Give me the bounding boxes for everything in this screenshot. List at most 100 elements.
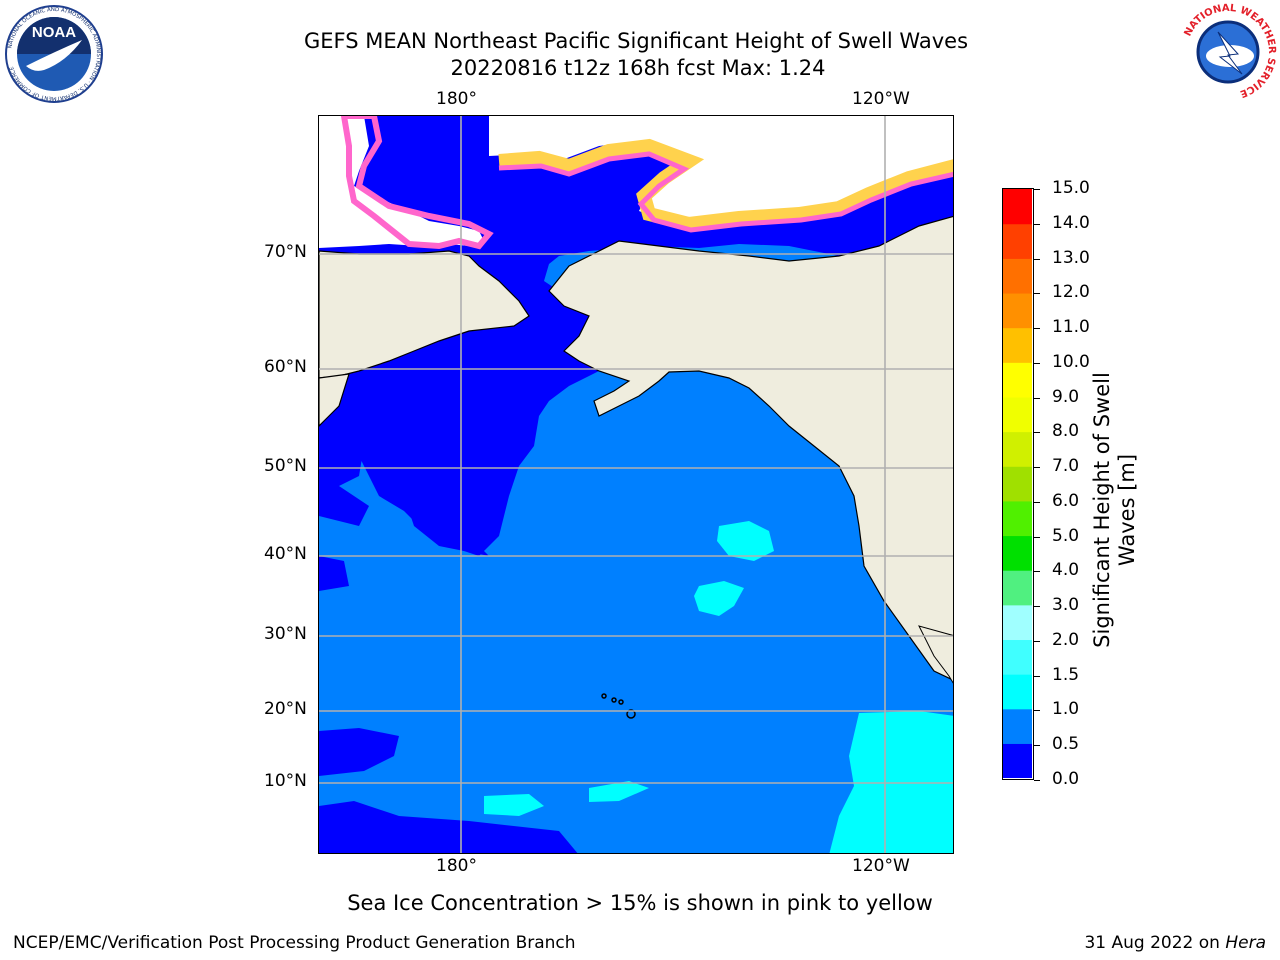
colorbar-tick-label: 9.0 — [1052, 386, 1080, 407]
colorbar-swatch — [1003, 743, 1032, 778]
lon-label-bottom-180: 180° — [436, 856, 477, 876]
colorbar-swatch — [1003, 223, 1032, 259]
colorbar-tick-label: 10.0 — [1052, 351, 1090, 372]
colorbar-tick — [1034, 189, 1040, 190]
lat-label-50n: 50°N — [264, 456, 307, 476]
low-swell-patch-west2 — [319, 556, 349, 591]
sea-ice-north — [489, 116, 953, 226]
colorbar-swatch — [1003, 189, 1032, 225]
nws-logo: NATIONAL WEATHER SERVICE — [1178, 2, 1278, 102]
colorbar-tick — [1034, 467, 1040, 469]
colorbar-tick-label: 0.0 — [1052, 769, 1080, 789]
colorbar-tick-label: 14.0 — [1052, 212, 1090, 233]
colorbar-tick — [1034, 223, 1040, 225]
high-swell-patch-3 — [484, 794, 544, 816]
footer-host: Hera — [1225, 933, 1266, 953]
colorbar-swatch — [1003, 466, 1032, 502]
chart-subtitle: 20220816 t12z 168h fcst Max: 1.24 — [450, 56, 826, 80]
high-swell-patch-1 — [717, 521, 774, 561]
colorbar-swatch — [1003, 535, 1032, 571]
land-kamchatka — [319, 373, 350, 427]
colorbar-swatch — [1003, 362, 1032, 398]
swell-height-map — [319, 116, 953, 853]
colorbar-tick-label: 1.5 — [1052, 664, 1080, 685]
noaa-logo: NOAA NATIONAL OCEANIC AND ATMOSPHERIC AD… — [4, 4, 104, 104]
colorbar-tick-label: 8.0 — [1052, 421, 1080, 442]
colorbar-tick — [1034, 745, 1040, 747]
chart-title: GEFS MEAN Northeast Pacific Significant … — [303, 29, 969, 53]
footer-date: 31 Aug 2022 on Hera — [1084, 933, 1266, 953]
hawaii-islands — [601, 693, 636, 719]
colorbar-tick-label: 0.5 — [1052, 734, 1080, 755]
lat-label-30n: 30°N — [264, 624, 307, 644]
colorbar-swatch — [1003, 396, 1032, 433]
high-swell-patch-4 — [589, 781, 649, 802]
colorbar-tick-label: 7.0 — [1052, 456, 1080, 477]
colorbar-swatch — [1003, 708, 1032, 744]
low-swell-patch-west — [319, 416, 369, 526]
colorbar-swatch — [1003, 674, 1032, 710]
sea-ice-edge-north-yellow — [498, 138, 953, 232]
colorbar-tick — [1034, 571, 1040, 573]
high-swell-patch-2 — [694, 581, 744, 616]
colorbar-tick-label: 4.0 — [1052, 560, 1080, 581]
colorbar-swatch — [1003, 292, 1032, 329]
noaa-logo-text: NOAA — [32, 24, 76, 41]
colorbar-tick — [1034, 606, 1040, 608]
colorbar-tick — [1034, 328, 1040, 330]
footer-date-text: 31 Aug 2022 on — [1084, 933, 1226, 953]
colorbar-tick — [1034, 640, 1040, 642]
land-siberia — [319, 250, 530, 379]
lon-label-bottom-120w: 120°W — [852, 856, 910, 876]
land-north-america — [548, 215, 953, 681]
low-swell-patch-mid — [409, 511, 489, 556]
colorbar-swatch — [1003, 570, 1032, 606]
colorbar-tick-label: 5.0 — [1052, 525, 1080, 546]
colorbar-swatch — [1003, 258, 1032, 294]
sea-ice-west — [319, 116, 484, 248]
colorbar-swatch — [1003, 431, 1032, 467]
sea-ice-edge-north-pink — [498, 151, 953, 233]
colorbar-tick-label: 1.0 — [1052, 699, 1080, 720]
lat-label-20n: 20°N — [264, 699, 307, 719]
map-panel — [318, 115, 954, 854]
colorbar-tick — [1034, 397, 1040, 399]
colorbar-title-line2: Waves [m] — [1115, 453, 1139, 567]
lat-label-70n: 70°N — [264, 242, 307, 262]
colorbar-tick-label: 12.0 — [1052, 282, 1090, 303]
colorbar-tick — [1034, 536, 1040, 538]
lat-label-60n: 60°N — [264, 357, 307, 377]
colorbar-tick — [1034, 258, 1040, 260]
colorbar-swatch — [1003, 604, 1032, 641]
colorbar-tick — [1034, 432, 1040, 434]
land-baja — [918, 625, 953, 684]
sea-ice-note: Sea Ice Concentration > 15% is shown in … — [347, 891, 933, 915]
colorbar-tick — [1034, 293, 1040, 295]
low-swell-band-south — [319, 801, 578, 853]
colorbar-tick — [1034, 362, 1040, 364]
colorbar — [1002, 188, 1034, 780]
colorbar-tick-label: 6.0 — [1052, 490, 1080, 511]
colorbar-tick — [1034, 780, 1040, 781]
colorbar-tick-label: 15.0 — [1052, 178, 1090, 198]
colorbar-title: Significant Height of Swell Waves [m] — [1090, 300, 1140, 720]
colorbar-tick-label: 3.0 — [1052, 595, 1080, 616]
colorbar-swatches — [1003, 189, 1032, 778]
high-swell-patch-southeast — [829, 711, 953, 853]
colorbar-tick-label: 13.0 — [1052, 247, 1090, 268]
map-gridlines — [319, 116, 953, 853]
colorbar-tick — [1034, 675, 1040, 677]
lat-label-40n: 40°N — [264, 544, 307, 564]
lat-label-10n: 10°N — [264, 771, 307, 791]
lon-label-top-120w: 120°W — [852, 89, 910, 109]
low-swell-patch-southwest — [319, 728, 399, 776]
colorbar-swatch — [1003, 639, 1032, 675]
lon-label-top-180: 180° — [436, 89, 477, 109]
colorbar-tick — [1034, 501, 1040, 503]
sea-ice-edge-west — [340, 116, 494, 250]
colorbar-swatch — [1003, 327, 1032, 363]
colorbar-swatch — [1003, 500, 1032, 537]
footer-credit: NCEP/EMC/Verification Post Processing Pr… — [13, 933, 576, 953]
colorbar-title-line1: Significant Height of Swell — [1090, 372, 1114, 648]
colorbar-tick-label: 2.0 — [1052, 629, 1080, 650]
